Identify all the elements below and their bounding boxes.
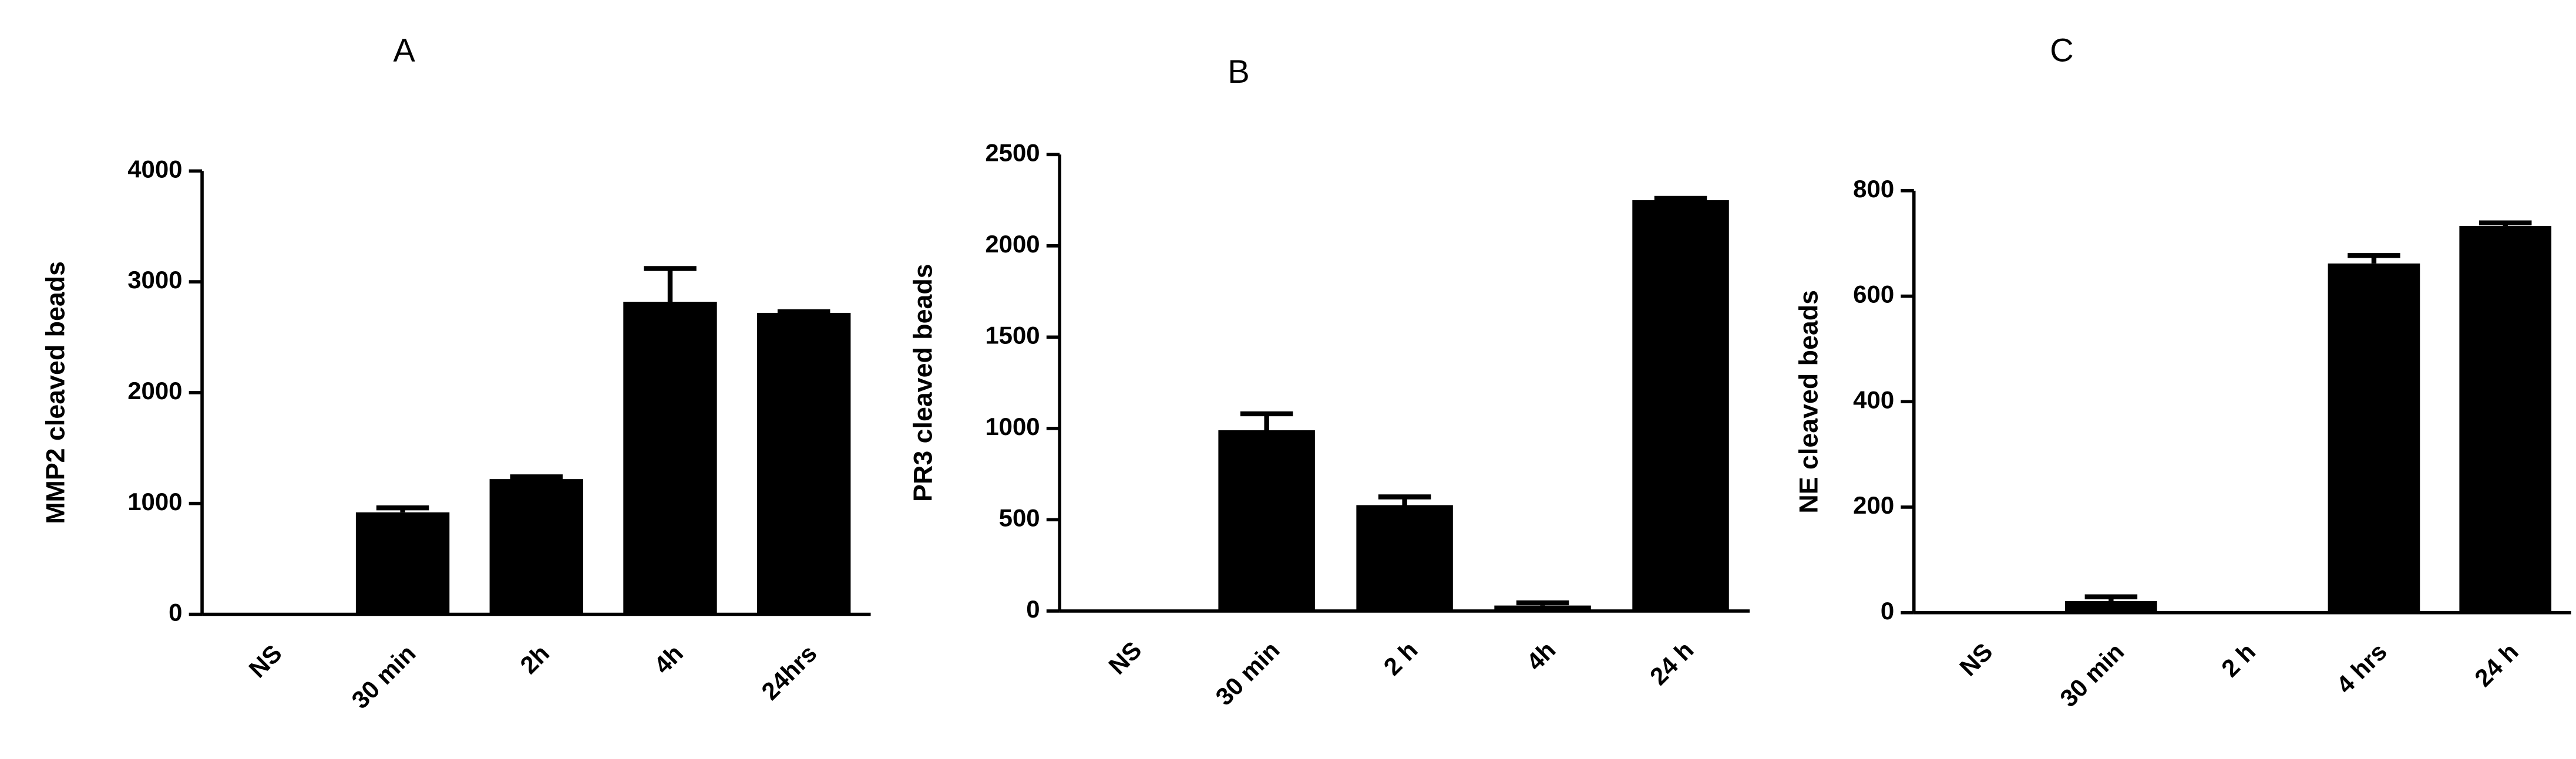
bar — [2459, 226, 2552, 613]
y-tick-label: 2000 — [127, 377, 182, 404]
y-tick-label: 0 — [169, 599, 182, 626]
y-tick-label: 0 — [1026, 595, 1040, 623]
error-bar — [2479, 220, 2532, 227]
x-tick-label: 24hrs — [756, 639, 822, 705]
bar — [756, 312, 851, 615]
bar — [1218, 430, 1315, 611]
y-tick-label: 500 — [999, 504, 1040, 531]
error-bar — [777, 309, 830, 315]
x-tick-label: 4h — [648, 639, 688, 679]
x-tick-label: 30 min — [346, 639, 421, 714]
chart-title: B — [1228, 53, 1249, 90]
y-tick-label: 2000 — [985, 230, 1040, 258]
x-tick-label: 30 min — [2054, 637, 2129, 712]
bar — [489, 479, 583, 615]
y-tick-label: 400 — [1853, 386, 1894, 413]
bar — [1356, 505, 1453, 611]
bar — [1632, 200, 1729, 611]
x-tick-label: 24 h — [1645, 636, 1699, 690]
x-tick-label: 24 h — [2469, 637, 2524, 692]
y-tick-label: 1500 — [985, 321, 1040, 349]
x-tick-label: 2h — [514, 639, 554, 679]
chart-title: A — [393, 32, 415, 69]
y-tick-label: 4000 — [127, 155, 182, 183]
x-tick-label: 4 hrs — [2331, 637, 2392, 699]
y-tick-label: 1000 — [127, 488, 182, 515]
y-tick-label: 200 — [1853, 491, 1894, 519]
bar — [623, 302, 717, 615]
y-tick-label: 0 — [1881, 597, 1894, 625]
y-tick-label: 1000 — [985, 413, 1040, 440]
error-bar — [1378, 494, 1431, 505]
error-bar — [2348, 253, 2400, 264]
error-bar — [1516, 600, 1569, 606]
y-tick-label: 600 — [1853, 281, 1894, 308]
y-tick-label: 800 — [1853, 175, 1894, 203]
y-tick-label: 2500 — [985, 139, 1040, 166]
error-bar — [2084, 594, 2138, 601]
bar — [1494, 605, 1591, 611]
x-tick-label: 30 min — [1210, 636, 1284, 710]
bar — [2328, 263, 2420, 613]
y-axis-label: PR3 cleaved beads — [909, 264, 938, 501]
x-tick-label: 2 h — [1378, 636, 1423, 680]
error-bar — [1240, 411, 1293, 430]
x-tick-label: 2 h — [2216, 637, 2261, 682]
bar — [2065, 601, 2157, 613]
x-tick-label: 4h — [1521, 636, 1561, 676]
y-tick-label: 3000 — [127, 266, 182, 294]
x-tick-label: NS — [1103, 636, 1146, 679]
error-bar — [644, 266, 697, 302]
error-bar — [376, 505, 429, 512]
error-bar — [510, 474, 563, 480]
error-bar — [1654, 195, 1707, 201]
x-tick-label: NS — [1954, 637, 1997, 681]
y-axis-label: MMP2 cleaved beads — [41, 261, 70, 524]
bar — [355, 512, 450, 615]
chart-title: C — [2050, 32, 2073, 69]
y-axis-label: NE cleaved beads — [1794, 290, 1823, 514]
x-tick-label: NS — [243, 639, 287, 683]
